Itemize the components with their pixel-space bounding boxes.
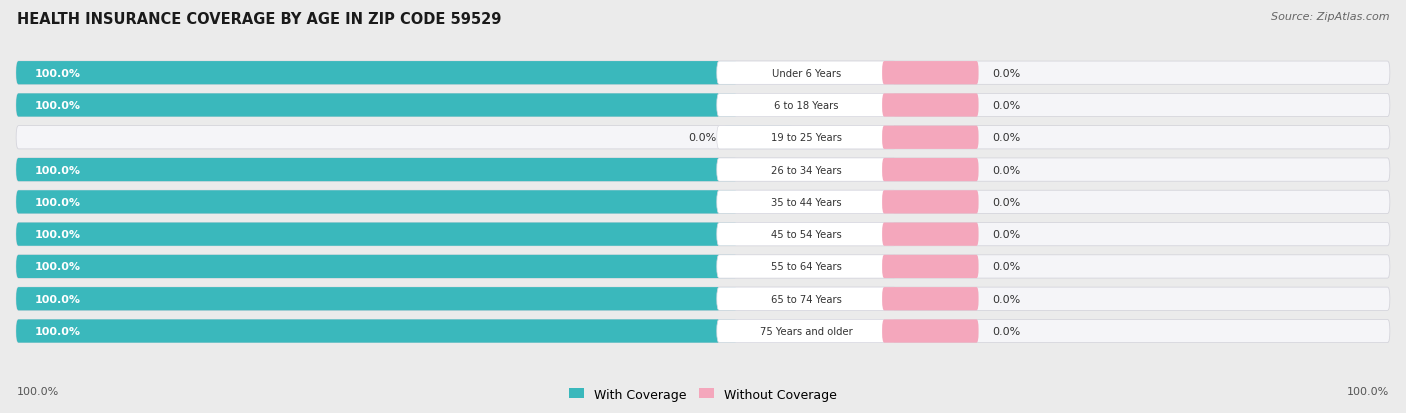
FancyBboxPatch shape (882, 320, 979, 343)
FancyBboxPatch shape (882, 255, 979, 278)
FancyBboxPatch shape (15, 255, 1391, 278)
Text: 0.0%: 0.0% (993, 165, 1021, 175)
FancyBboxPatch shape (717, 191, 896, 214)
Text: 0.0%: 0.0% (689, 133, 717, 143)
FancyBboxPatch shape (717, 94, 896, 117)
Text: 100.0%: 100.0% (35, 230, 80, 240)
Text: 100.0%: 100.0% (35, 101, 80, 111)
Text: 65 to 74 Years: 65 to 74 Years (770, 294, 842, 304)
Text: 55 to 64 Years: 55 to 64 Years (770, 262, 842, 272)
FancyBboxPatch shape (882, 191, 979, 214)
FancyBboxPatch shape (724, 126, 793, 150)
Text: 26 to 34 Years: 26 to 34 Years (770, 165, 842, 175)
Text: 45 to 54 Years: 45 to 54 Years (770, 230, 842, 240)
FancyBboxPatch shape (15, 191, 738, 214)
FancyBboxPatch shape (717, 62, 896, 85)
Text: 100.0%: 100.0% (35, 294, 80, 304)
FancyBboxPatch shape (15, 94, 738, 117)
FancyBboxPatch shape (882, 287, 979, 311)
Text: 6 to 18 Years: 6 to 18 Years (775, 101, 838, 111)
FancyBboxPatch shape (15, 62, 1391, 85)
Text: 0.0%: 0.0% (993, 230, 1021, 240)
FancyBboxPatch shape (882, 126, 979, 150)
Text: HEALTH INSURANCE COVERAGE BY AGE IN ZIP CODE 59529: HEALTH INSURANCE COVERAGE BY AGE IN ZIP … (17, 12, 502, 27)
Text: 0.0%: 0.0% (993, 326, 1021, 336)
FancyBboxPatch shape (15, 62, 738, 85)
Text: 19 to 25 Years: 19 to 25 Years (770, 133, 842, 143)
Legend: With Coverage, Without Coverage: With Coverage, Without Coverage (564, 382, 842, 406)
Text: 100.0%: 100.0% (35, 197, 80, 207)
FancyBboxPatch shape (15, 159, 738, 182)
FancyBboxPatch shape (717, 287, 896, 311)
Text: 100.0%: 100.0% (35, 326, 80, 336)
FancyBboxPatch shape (15, 223, 738, 246)
FancyBboxPatch shape (882, 159, 979, 182)
Text: 100.0%: 100.0% (35, 165, 80, 175)
FancyBboxPatch shape (15, 94, 1391, 117)
FancyBboxPatch shape (717, 223, 896, 246)
FancyBboxPatch shape (15, 287, 1391, 311)
Text: Under 6 Years: Under 6 Years (772, 69, 841, 78)
FancyBboxPatch shape (717, 159, 896, 182)
Text: 0.0%: 0.0% (993, 197, 1021, 207)
Text: 35 to 44 Years: 35 to 44 Years (770, 197, 842, 207)
FancyBboxPatch shape (15, 255, 738, 278)
Text: 100.0%: 100.0% (35, 69, 80, 78)
FancyBboxPatch shape (717, 126, 896, 150)
FancyBboxPatch shape (15, 287, 738, 311)
Text: 0.0%: 0.0% (993, 101, 1021, 111)
Text: 100.0%: 100.0% (17, 387, 59, 396)
Text: 100.0%: 100.0% (35, 262, 80, 272)
FancyBboxPatch shape (15, 320, 1391, 343)
FancyBboxPatch shape (15, 159, 1391, 182)
FancyBboxPatch shape (882, 62, 979, 85)
Text: Source: ZipAtlas.com: Source: ZipAtlas.com (1271, 12, 1389, 22)
FancyBboxPatch shape (15, 320, 738, 343)
FancyBboxPatch shape (15, 191, 1391, 214)
FancyBboxPatch shape (15, 126, 1391, 150)
FancyBboxPatch shape (717, 255, 896, 278)
Text: 0.0%: 0.0% (993, 294, 1021, 304)
FancyBboxPatch shape (882, 223, 979, 246)
Text: 0.0%: 0.0% (993, 69, 1021, 78)
Text: 100.0%: 100.0% (1347, 387, 1389, 396)
Text: 0.0%: 0.0% (993, 133, 1021, 143)
FancyBboxPatch shape (882, 94, 979, 117)
FancyBboxPatch shape (717, 320, 896, 343)
Text: 75 Years and older: 75 Years and older (761, 326, 852, 336)
Text: 0.0%: 0.0% (993, 262, 1021, 272)
FancyBboxPatch shape (15, 223, 1391, 246)
